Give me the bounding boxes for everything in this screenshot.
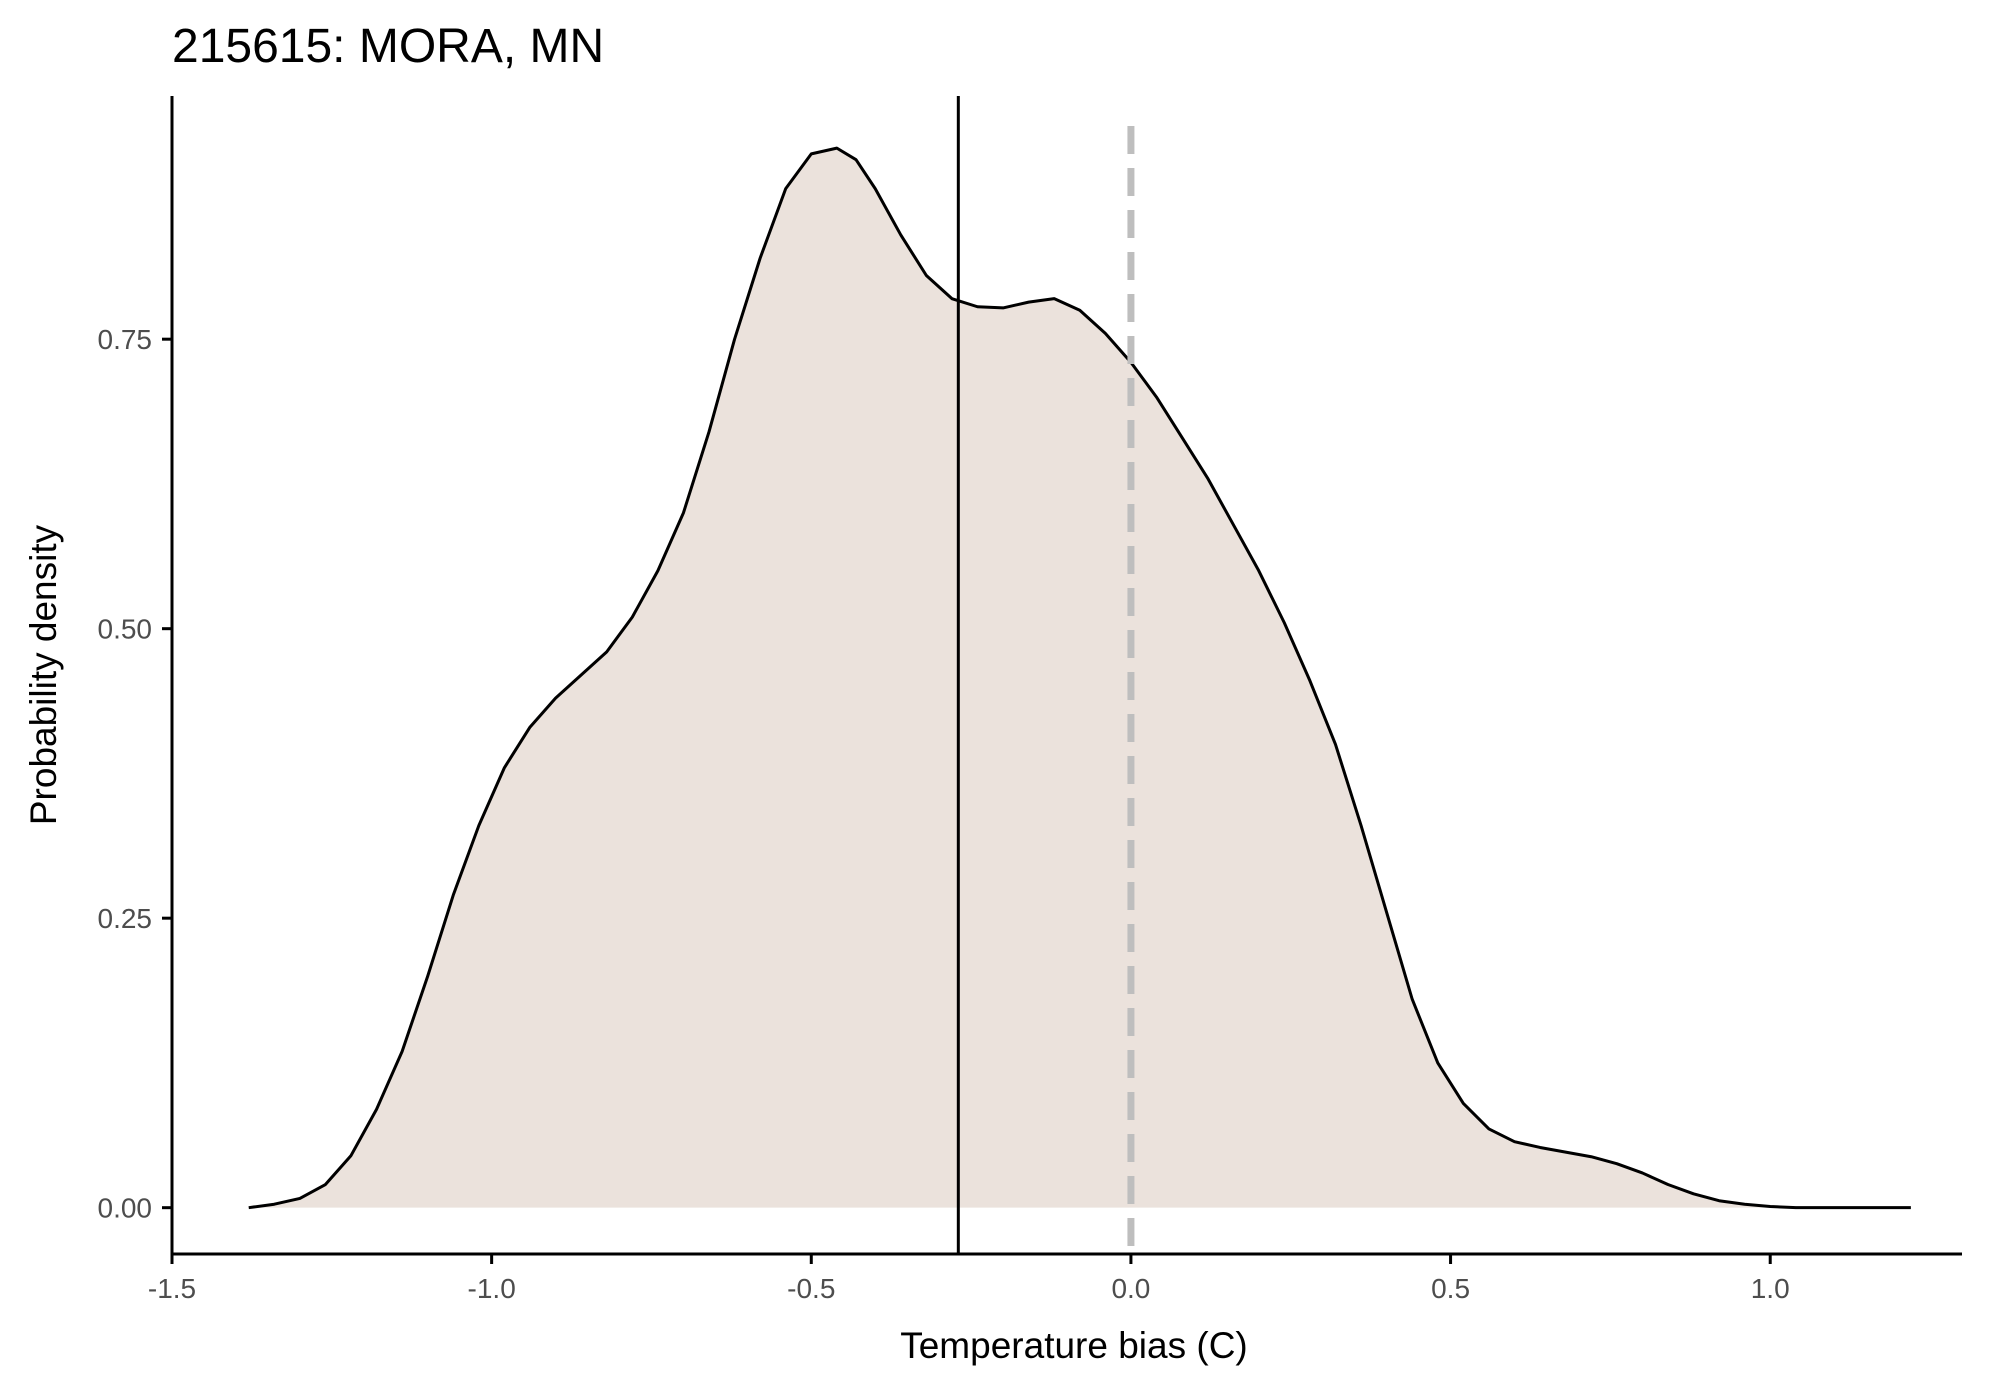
y-tick-label: 0.50	[98, 614, 153, 645]
density-line	[248, 146, 1911, 1210]
axes: -1.5 -1.0 -0.5 0.0 0.5 1.0 0.00 0.25 0.50 0.75	[98, 96, 1962, 1304]
y-axis-title: Probability density	[23, 524, 64, 825]
x-tick-label: 0.5	[1431, 1273, 1470, 1304]
chart-title: 215615: MORA, MN	[172, 20, 604, 73]
x-tick-label: -0.5	[787, 1273, 835, 1304]
x-tick-label: 0.0	[1111, 1273, 1150, 1304]
y-tick-label: 0.00	[98, 1193, 153, 1224]
plot-area	[248, 96, 1911, 1254]
x-tick-label: -1.5	[148, 1273, 196, 1304]
x-tick-label: -1.0	[468, 1273, 516, 1304]
x-axis-title: Temperature bias (C)	[900, 1325, 1248, 1366]
y-tick-label: 0.75	[98, 324, 153, 355]
x-tick-label: 1.0	[1751, 1273, 1790, 1304]
y-tick-label: 0.25	[98, 903, 153, 934]
density-area	[248, 148, 1911, 1208]
